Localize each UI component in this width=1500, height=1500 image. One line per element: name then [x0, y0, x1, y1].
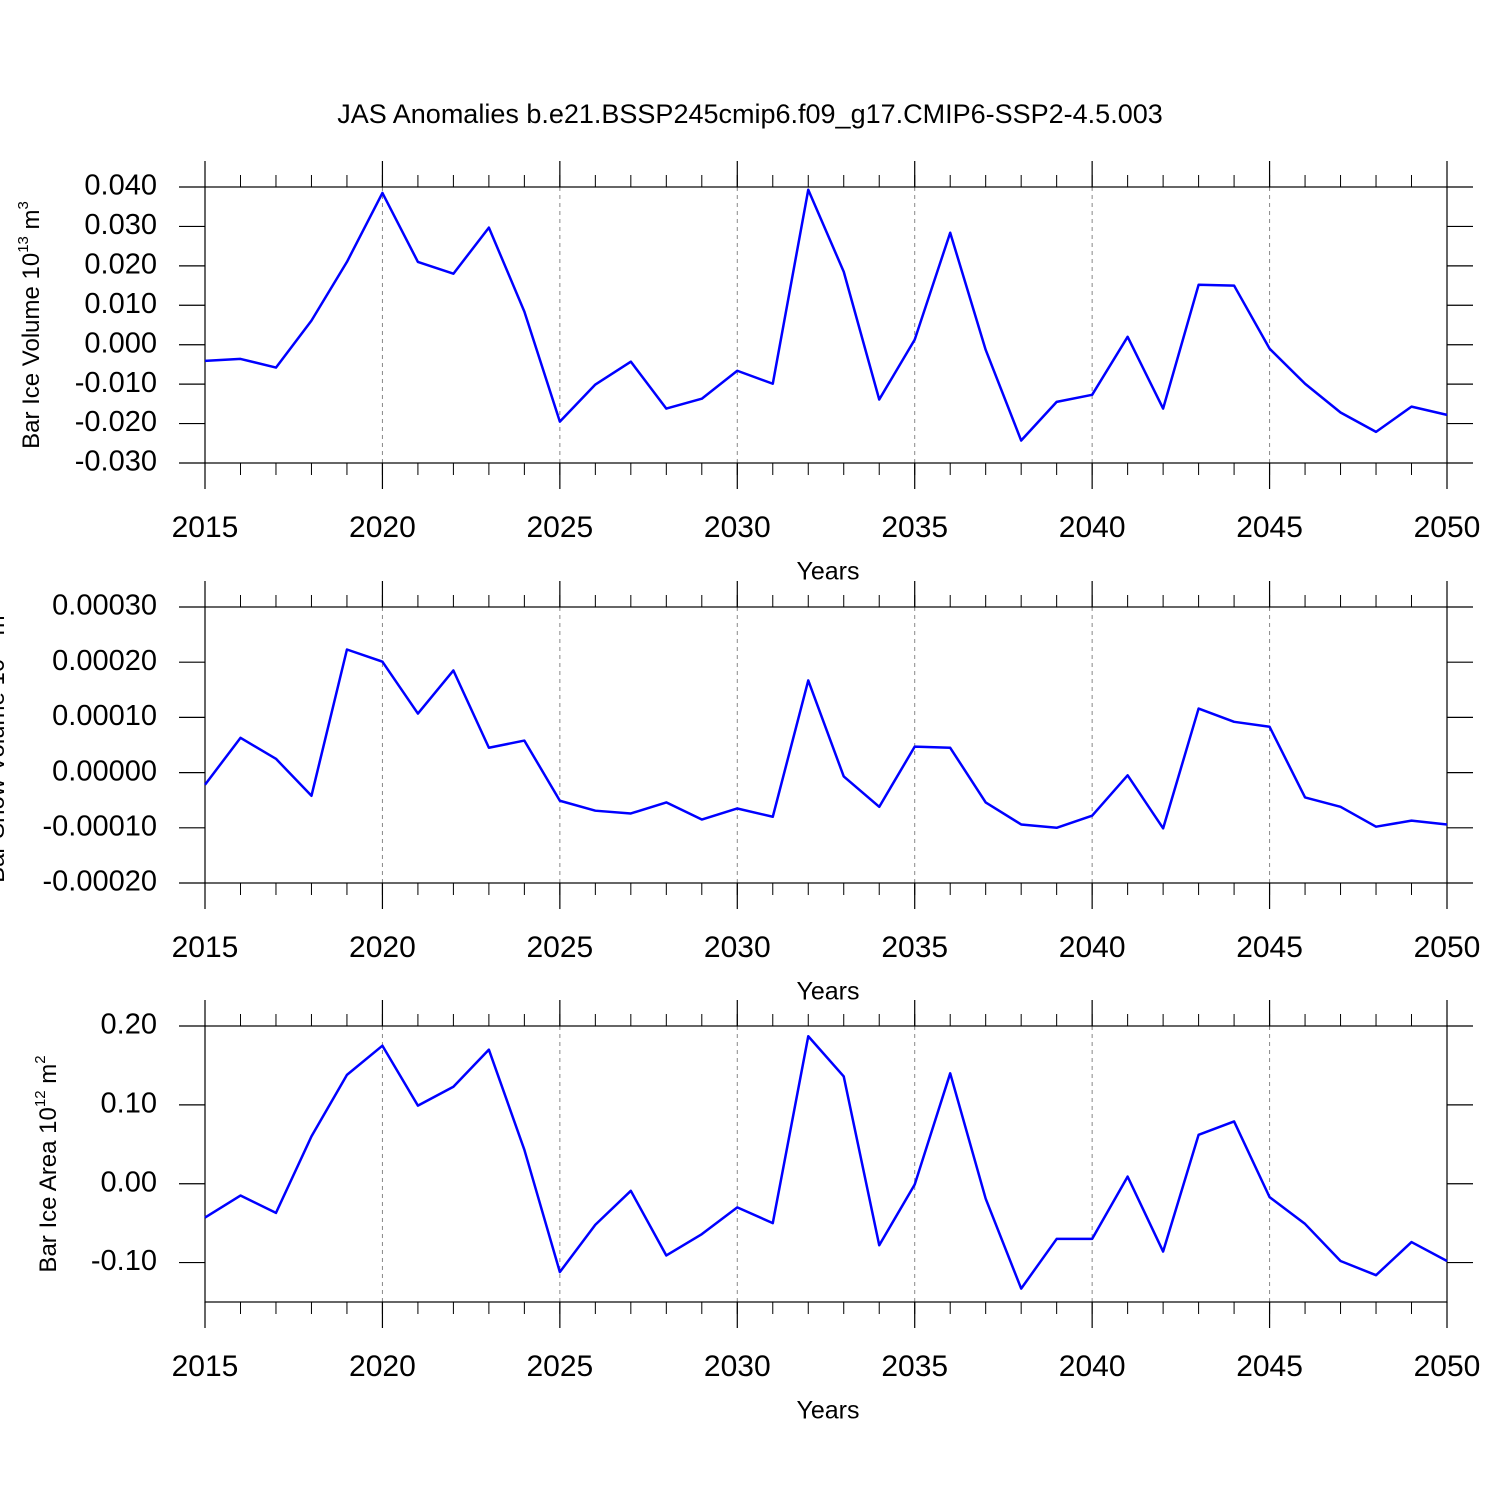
plot-frame	[204, 606, 1448, 884]
y-tick-label: -0.10	[91, 1245, 157, 1277]
panel: 2015 2020 2025 2030 2035 2040 2045 2050 -0.030 -0…	[15, 161, 1480, 586]
y-axis-label: Bar Ice Area 1012 m2	[32, 1055, 62, 1272]
x-tick-label: 2045	[1236, 511, 1303, 544]
x-tick-label: 2035	[881, 931, 948, 964]
x-axis-label: Years	[796, 1397, 859, 1425]
y-axis-label-part: m	[0, 615, 10, 642]
x-tick-label: 2040	[1059, 1350, 1126, 1383]
y-tick-label: -0.030	[75, 446, 157, 478]
y-tick-label: 0.000	[84, 327, 157, 359]
x-tick-label: 2035	[881, 511, 948, 544]
y-axis-label-exponent: 2	[32, 1055, 49, 1063]
x-tick-label: 2015	[172, 1350, 239, 1383]
x-tick-label: 2040	[1059, 511, 1126, 544]
y-axis-label-part: Bar Snow Volume 10	[0, 659, 10, 883]
data-line	[204, 1035, 1448, 1290]
y-axis-label-exponent: 13	[15, 236, 32, 253]
y-axis-label: Bar Ice Volume 1013 m3	[15, 201, 45, 449]
plot-frame	[204, 186, 1448, 464]
panel: 2015 2020 2025 2030 2035 2040 2045 2050 -0.10 0.0…	[32, 1000, 1480, 1425]
x-tick-label: 2050	[1414, 511, 1481, 544]
x-tick-label: 2020	[349, 511, 416, 544]
data-line	[204, 648, 1448, 830]
y-tick-label: 0.20	[101, 1009, 157, 1041]
y-tick-label: 0.020	[84, 249, 157, 281]
y-tick-label: 0.040	[84, 170, 157, 202]
x-tick-label: 2035	[881, 1350, 948, 1383]
x-tick-label: 2050	[1414, 1350, 1481, 1383]
x-tick-label: 2050	[1414, 931, 1481, 964]
x-tick-label: 2030	[704, 1350, 771, 1383]
y-axis-label: Bar Snow Volume 1013 m3	[0, 607, 10, 883]
x-tick-label: 2030	[704, 931, 771, 964]
y-tick-label: 0.10	[101, 1088, 157, 1120]
plot-frame	[204, 1025, 1448, 1303]
y-tick-label: 0.00000	[52, 755, 157, 787]
x-tick-label: 2030	[704, 511, 771, 544]
x-tick-label: 2025	[526, 931, 593, 964]
y-tick-label: -0.00020	[43, 866, 158, 898]
x-tick-label: 2025	[526, 511, 593, 544]
y-axis-label-exponent: 12	[32, 1090, 49, 1107]
y-tick-label: 0.00010	[52, 700, 157, 732]
y-axis-label-part: Bar Ice Area 10	[35, 1107, 62, 1272]
y-axis-label-part: m	[35, 1064, 62, 1091]
y-tick-label: 0.00030	[52, 590, 157, 622]
x-tick-label: 2045	[1236, 1350, 1303, 1383]
x-axis-label: Years	[796, 978, 859, 1006]
x-axis-label: Years	[796, 558, 859, 586]
y-axis-label-part: m	[18, 209, 45, 236]
y-axis-label-exponent: 3	[15, 201, 32, 209]
y-tick-label: 0.00020	[52, 645, 157, 677]
x-tick-label: 2015	[172, 511, 239, 544]
y-tick-label: 0.00	[101, 1166, 157, 1198]
y-tick-label: 0.030	[84, 209, 157, 241]
y-tick-label: -0.010	[75, 367, 157, 399]
x-tick-label: 2020	[349, 931, 416, 964]
x-tick-label: 2045	[1236, 931, 1303, 964]
data-line	[204, 188, 1448, 442]
chart-title: JAS Anomalies b.e21.BSSP245cmip6.f09_g17…	[337, 99, 1163, 129]
y-tick-label: -0.020	[75, 406, 157, 438]
x-tick-label: 2040	[1059, 931, 1126, 964]
y-tick-label: 0.010	[84, 288, 157, 320]
x-tick-label: 2020	[349, 1350, 416, 1383]
panel: 2015 2020 2025 2030 2035 2040 2045 2050 -0.00020…	[0, 581, 1480, 1006]
y-tick-label: -0.00010	[43, 810, 158, 842]
x-tick-label: 2025	[526, 1350, 593, 1383]
x-tick-label: 2015	[172, 931, 239, 964]
y-axis-label-part: Bar Ice Volume 10	[18, 253, 45, 449]
